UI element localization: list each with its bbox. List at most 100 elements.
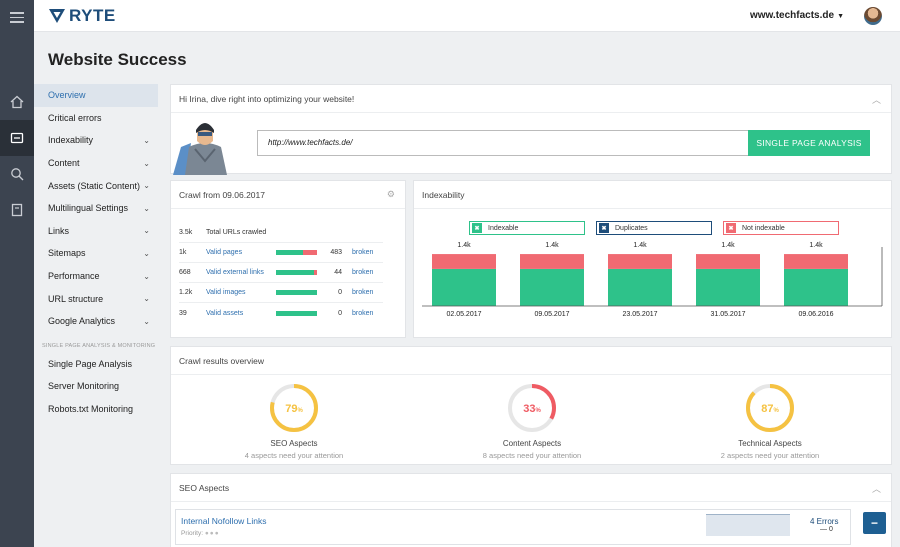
gauge-value: 87% [761, 403, 779, 415]
gauge-title[interactable]: SEO Aspects [270, 439, 318, 448]
broken-link[interactable]: broken [352, 289, 374, 296]
url-input[interactable]: http://www.techfacts.de/ [257, 130, 749, 156]
divider [414, 208, 891, 209]
menu-item-label: Critical errors [48, 112, 102, 123]
menu-item-label: Server Monitoring [48, 381, 120, 392]
dashboard-icon[interactable] [0, 120, 34, 156]
gauge-unit: % [773, 408, 779, 414]
crawl-link[interactable]: Valid external links [206, 269, 264, 276]
chevron-up-icon[interactable]: ︿ [871, 484, 881, 494]
crawl-bar [276, 310, 317, 316]
seo-aspects-card: SEO Aspects ︿ Internal Nofollow Links Pr… [170, 473, 892, 547]
gauge-title[interactable]: Technical Aspects [738, 439, 802, 448]
x-tick-label: 31.05.2017 [710, 311, 745, 318]
chevron-down-icon: ⌄ [143, 316, 150, 326]
collapse-row-button[interactable]: − [863, 512, 886, 534]
menu-item-label: Content [48, 158, 80, 169]
close-icon: ✖ [472, 223, 482, 233]
bar-not-indexable[interactable] [696, 254, 760, 269]
crawl-results-card: Crawl results overview 79% 33% 87% SEO Asp… [170, 346, 892, 465]
menu-item-indexability[interactable]: Indexability ⌄ [34, 129, 158, 152]
bar-not-indexable[interactable] [432, 254, 496, 269]
gauge-subtitle: 4 aspects need your attention [244, 451, 344, 460]
bar-total-label: 1.4k [809, 242, 823, 249]
menu-item-single-page-analysis[interactable]: Single Page Analysis [34, 353, 158, 376]
crawl-card: Crawl from 09.06.2017 ⚙ 3.5k Total URLs … [170, 180, 406, 338]
gauge-title[interactable]: Content Aspects [502, 439, 562, 448]
seo-aspect-link[interactable]: Internal Nofollow Links [181, 516, 267, 526]
crawl-bar [276, 290, 317, 295]
menu-item-overview[interactable]: Overview [34, 84, 158, 107]
bar-indexable[interactable] [608, 268, 672, 306]
menu-item-server-monitoring[interactable]: Server Monitoring [34, 375, 158, 398]
bar-indexable[interactable] [432, 268, 496, 306]
crawl-link[interactable]: Valid images [206, 289, 246, 296]
crawl-row: 1k Valid pages 483 broken [179, 243, 383, 263]
home-icon[interactable] [0, 84, 34, 120]
bar-indexable[interactable] [784, 268, 848, 306]
gauge-arc [746, 384, 794, 432]
broken-link[interactable]: broken [352, 249, 374, 256]
chevron-down-icon: ⌄ [143, 158, 150, 168]
seo-title: SEO Aspects [179, 483, 230, 493]
avatar[interactable] [864, 7, 882, 25]
menu-item-assets[interactable]: Assets (Static Content) ⌄ [34, 174, 158, 197]
ryte-logo[interactable]: RYTE [48, 6, 116, 26]
chevron-down-icon: ⌄ [143, 203, 150, 213]
crawl-row: 39 Valid assets 0 broken [179, 303, 383, 323]
bar-not-indexable[interactable] [608, 254, 672, 269]
crawl-bar [276, 270, 317, 275]
menu-item-multilingual[interactable]: Multilingual Settings ⌄ [34, 197, 158, 220]
welcome-greeting: Hi Irina, dive right into optimizing you… [179, 94, 355, 104]
priority-dots-icon: ●●● [204, 530, 220, 537]
broken-link[interactable]: broken [352, 309, 374, 317]
menu-section-label: SINGLE PAGE ANALYSIS & MONITORING [42, 342, 156, 349]
gauge-subtitle: 2 aspects need your attention [720, 451, 820, 460]
chevron-up-icon[interactable]: ︿ [871, 95, 881, 105]
bar-not-indexable[interactable] [520, 254, 584, 269]
gear-icon[interactable]: ⚙ [386, 189, 395, 199]
menu-item-performance[interactable]: Performance ⌄ [34, 265, 158, 288]
chevron-down-icon: ⌄ [143, 181, 150, 191]
bar-total-label: 1.4k [545, 242, 559, 249]
menu-item-robots-monitoring[interactable]: Robots.txt Monitoring [34, 398, 158, 421]
bar-not-indexable[interactable] [784, 254, 848, 269]
menu-item-label: Indexability [48, 135, 94, 146]
menu-item-url-structure[interactable]: URL structure ⌄ [34, 287, 158, 310]
crawl-results-title: Crawl results overview [179, 356, 265, 366]
crawl-num: 1k [179, 249, 187, 256]
chevron-down-icon: ⌄ [143, 226, 150, 236]
document-icon[interactable] [0, 192, 34, 228]
menu-item-content[interactable]: Content ⌄ [34, 152, 158, 175]
bar-total-label: 1.4k [457, 242, 471, 249]
crawl-link[interactable]: Valid assets [206, 309, 244, 317]
bar-indexable[interactable] [696, 268, 760, 306]
crawl-total-row: 3.5k Total URLs crawled [179, 223, 383, 243]
chevron-down-icon: ⌄ [143, 271, 150, 281]
gauges: 79% 33% 87% [270, 384, 794, 432]
close-icon: ✖ [726, 223, 736, 233]
divider [171, 208, 405, 209]
seo-aspect-row[interactable]: Internal Nofollow Links Priority: ●●● 4 … [175, 509, 851, 545]
search-analytics-icon[interactable] [0, 156, 34, 192]
legend-indexable[interactable]: ✖ Indexable [469, 221, 585, 235]
gauge-value: 79% [285, 403, 303, 415]
menu-item-links[interactable]: Links ⌄ [34, 220, 158, 243]
menu-item-sitemaps[interactable]: Sitemaps ⌄ [34, 242, 158, 265]
crawl-num: 3.5k [179, 229, 193, 236]
legend-duplicates[interactable]: ✖ Duplicates [596, 221, 712, 235]
close-icon: ✖ [599, 223, 609, 233]
x-tick-label: 09.06.2016 [798, 311, 833, 318]
broken-link[interactable]: broken [352, 269, 374, 276]
x-tick-label: 02.05.2017 [446, 311, 481, 318]
gauge-unit: % [535, 408, 541, 414]
crawl-num: 39 [179, 309, 187, 317]
menu-icon[interactable] [10, 12, 24, 26]
domain-selector[interactable]: www.techfacts.de ▼ [750, 10, 844, 21]
single-page-analysis-button[interactable]: SINGLE PAGE ANALYSIS [748, 130, 870, 156]
crawl-link[interactable]: Valid pages [206, 249, 243, 256]
menu-item-critical-errors[interactable]: Critical errors [34, 107, 158, 130]
menu-item-google-analytics[interactable]: Google Analytics ⌄ [34, 310, 158, 333]
bar-indexable[interactable] [520, 268, 584, 306]
legend-not-indexable[interactable]: ✖ Not indexable [723, 221, 839, 235]
